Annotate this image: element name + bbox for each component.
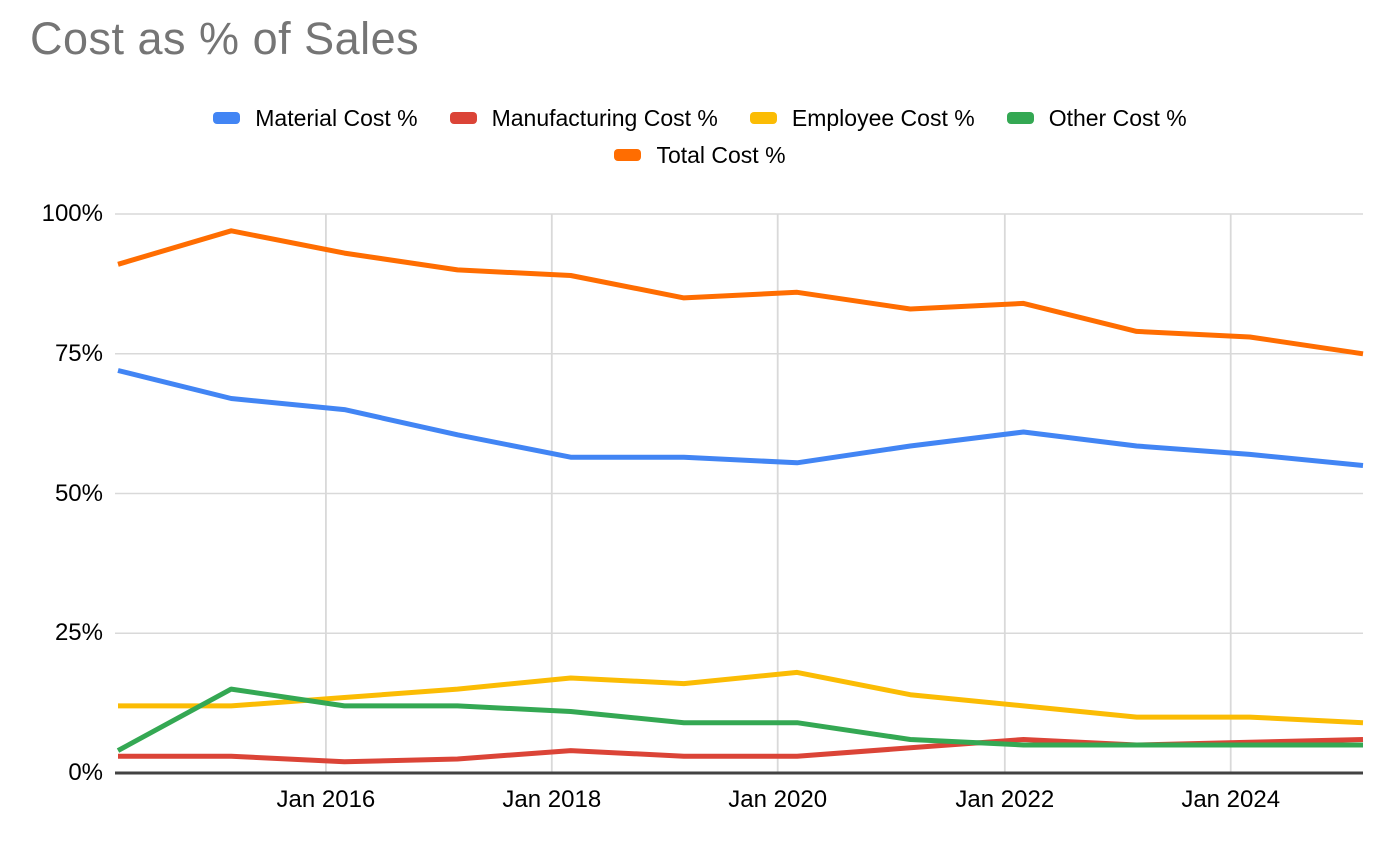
legend-swatch-material-cost (213, 112, 241, 124)
legend-swatch-employee-cost (749, 112, 777, 124)
legend-item-employee-cost: Employee Cost % (749, 104, 975, 132)
legend-item-manufacturing-cost: Manufacturing Cost % (449, 104, 718, 132)
legend-swatch-other-cost (1006, 112, 1034, 124)
chart-title: Cost as % of Sales (30, 13, 420, 64)
legend-row: Total Cost % (614, 141, 786, 169)
legend-swatch-manufacturing-cost (449, 112, 477, 124)
x-tick-label-jan-2018: Jan 2018 (502, 786, 602, 813)
y-tick-label-75: 75% (54, 339, 103, 367)
series-line-total-cost (117, 228, 1364, 357)
legend-item-other-cost: Other Cost % (1006, 104, 1187, 132)
y-tick-label-0: 0% (68, 759, 103, 786)
series-line-employee-cost (118, 669, 1364, 726)
series-line-material-cost (117, 368, 1364, 468)
y-tick-label-25: 25% (54, 619, 103, 647)
series-line-other-cost (116, 686, 1363, 753)
x-tick-label-jan-2024: Jan 2024 (1181, 786, 1281, 813)
legend-label: Manufacturing Cost % (491, 105, 718, 131)
y-tick-label-50: 50% (54, 479, 103, 507)
legend-item-material-cost: Material Cost % (213, 104, 418, 132)
legend-label: Material Cost % (255, 105, 418, 131)
legend-label: Total Cost % (656, 142, 786, 168)
y-tick-label-100: 100% (41, 200, 103, 227)
legend-item-total-cost: Total Cost % (614, 141, 786, 169)
legend-swatch-total-cost (614, 149, 642, 161)
x-tick-label-jan-2016: Jan 2016 (276, 786, 376, 813)
x-tick-label-jan-2022: Jan 2022 (955, 786, 1055, 813)
legend-label: Employee Cost % (791, 105, 975, 131)
legend-label: Other Cost % (1048, 105, 1187, 131)
legend: Material Cost % Manufacturing Cost % Emplo… (0, 104, 1400, 169)
legend-row: Material Cost % Manufacturing Cost % Emplo… (213, 104, 1187, 132)
x-tick-label-jan-2020: Jan 2020 (728, 786, 828, 813)
